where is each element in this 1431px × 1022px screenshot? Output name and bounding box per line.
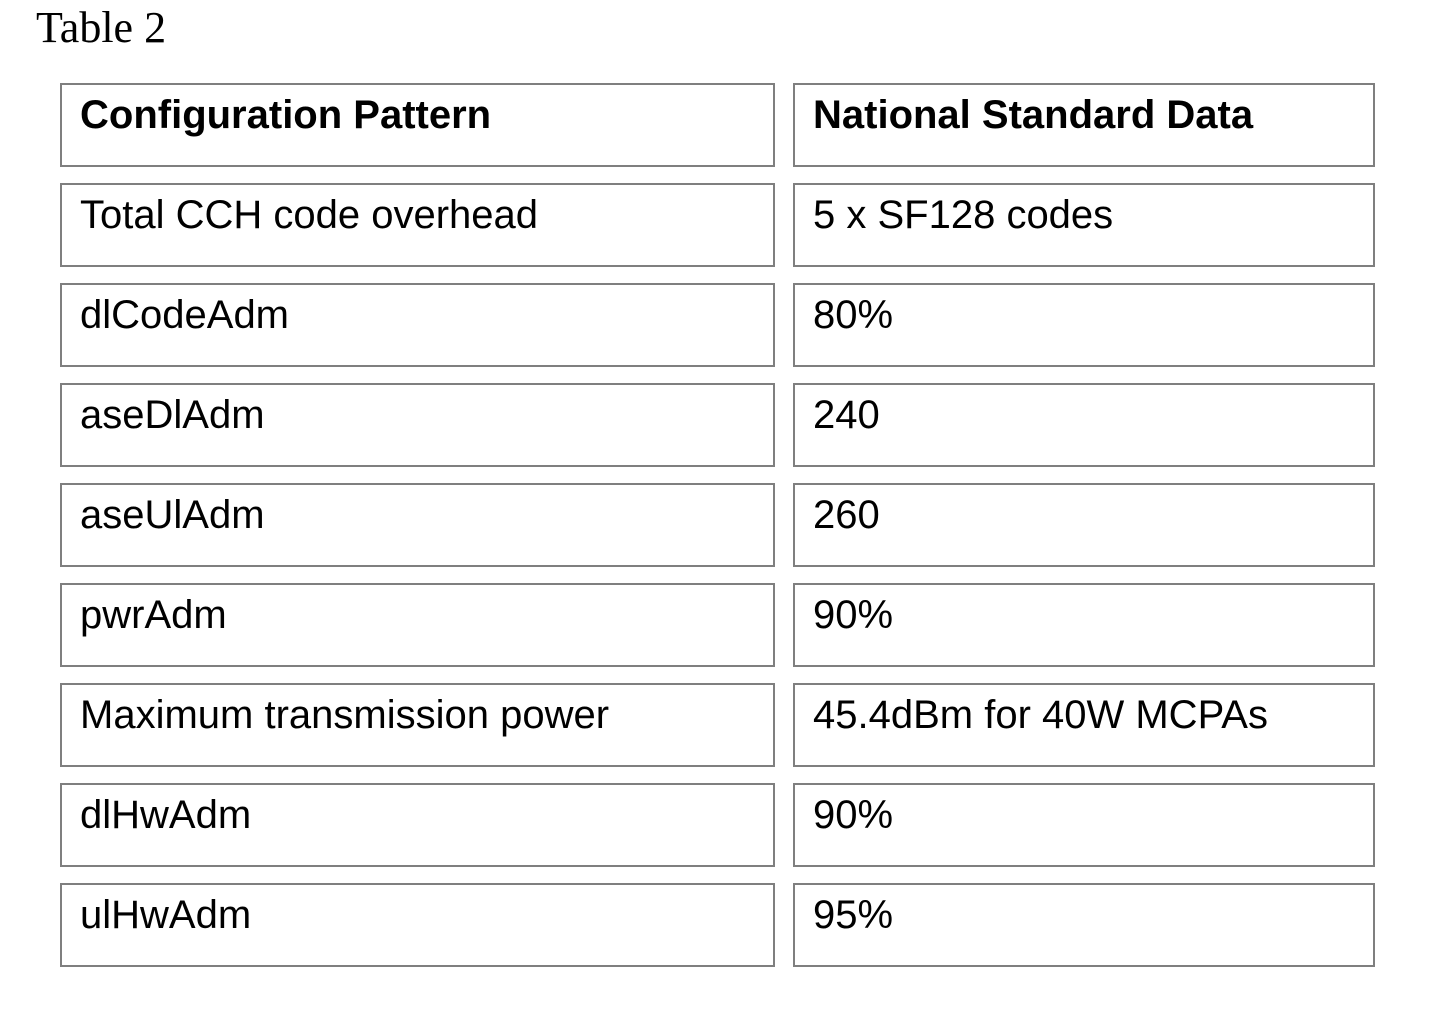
row-cell-pattern: ulHwAdm <box>60 883 775 967</box>
configuration-table: Configuration Pattern National Standard … <box>60 83 1375 967</box>
table-caption: Table 2 <box>36 3 167 52</box>
row-cell-pattern: aseUlAdm <box>60 483 775 567</box>
column-header-configuration-pattern: Configuration Pattern <box>60 83 775 167</box>
row-cell-value: 260 <box>793 483 1375 567</box>
column-header-national-standard-data: National Standard Data <box>793 83 1375 167</box>
row-cell-pattern: Maximum transmission power <box>60 683 775 767</box>
row-cell-value: 90% <box>793 783 1375 867</box>
row-cell-pattern: dlHwAdm <box>60 783 775 867</box>
row-cell-value: 80% <box>793 283 1375 367</box>
row-cell-value: 5 x SF128 codes <box>793 183 1375 267</box>
row-cell-value: 90% <box>793 583 1375 667</box>
row-cell-value: 95% <box>793 883 1375 967</box>
row-cell-pattern: aseDlAdm <box>60 383 775 467</box>
row-cell-pattern: dlCodeAdm <box>60 283 775 367</box>
row-cell-value: 240 <box>793 383 1375 467</box>
row-cell-value: 45.4dBm for 40W MCPAs <box>793 683 1375 767</box>
row-cell-pattern: Total CCH code overhead <box>60 183 775 267</box>
row-cell-pattern: pwrAdm <box>60 583 775 667</box>
